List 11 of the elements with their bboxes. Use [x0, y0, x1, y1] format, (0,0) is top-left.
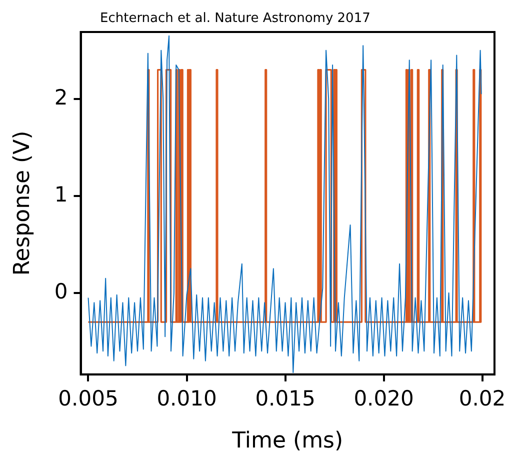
- y-tick-label: 0: [54, 279, 68, 304]
- text: Echternach et al. Nature Astronomy 2017: [100, 11, 370, 26]
- x-tick-label: 0.015: [255, 386, 316, 410]
- y-axis-title: Response (V): [10, 130, 35, 276]
- x-tick-label: 0.020: [354, 386, 414, 410]
- x-tick-label: 0.02: [458, 386, 506, 410]
- y-tick-label: 2: [54, 85, 68, 110]
- x-axis-title: Time (ms): [231, 428, 344, 454]
- x-tick-label: 0.010: [156, 386, 217, 410]
- y-tick-label: 1: [54, 182, 68, 206]
- x-tick-label: 0.005: [58, 386, 118, 410]
